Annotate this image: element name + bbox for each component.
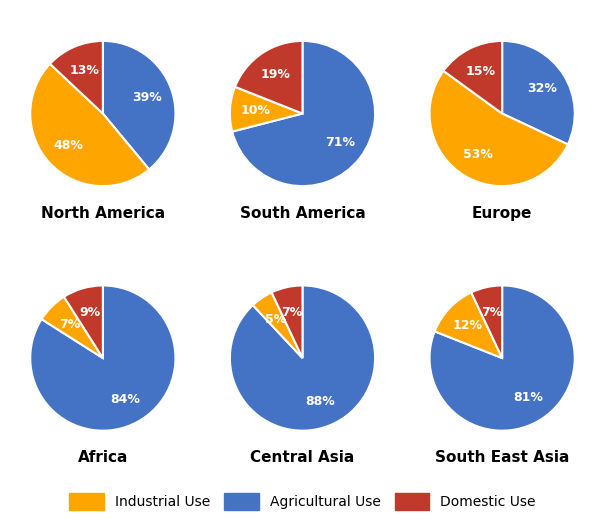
Wedge shape xyxy=(64,286,103,358)
Wedge shape xyxy=(502,41,575,145)
Text: 39%: 39% xyxy=(132,91,162,104)
Wedge shape xyxy=(471,286,502,358)
Text: 7%: 7% xyxy=(281,305,303,319)
Wedge shape xyxy=(30,286,175,431)
Text: 13%: 13% xyxy=(69,64,99,77)
Wedge shape xyxy=(103,41,175,169)
Text: 19%: 19% xyxy=(261,68,291,81)
Title: North America: North America xyxy=(41,206,165,221)
Wedge shape xyxy=(272,286,302,358)
Wedge shape xyxy=(30,64,149,186)
Title: South East Asia: South East Asia xyxy=(435,450,569,465)
Wedge shape xyxy=(42,297,103,358)
Text: 5%: 5% xyxy=(266,312,287,325)
Text: 9%: 9% xyxy=(79,306,100,319)
Legend: Industrial Use, Agricultural Use, Domestic Use: Industrial Use, Agricultural Use, Domest… xyxy=(62,486,543,517)
Text: 15%: 15% xyxy=(466,65,495,78)
Text: 84%: 84% xyxy=(111,393,140,406)
Title: Central Asia: Central Asia xyxy=(250,450,355,465)
Wedge shape xyxy=(235,41,302,114)
Text: 88%: 88% xyxy=(305,396,335,408)
Wedge shape xyxy=(430,71,568,186)
Text: 10%: 10% xyxy=(240,104,270,117)
Text: 48%: 48% xyxy=(53,139,83,152)
Text: 32%: 32% xyxy=(527,82,557,95)
Wedge shape xyxy=(253,292,302,358)
Text: 7%: 7% xyxy=(481,305,503,319)
Text: 81%: 81% xyxy=(514,390,544,403)
Text: 71%: 71% xyxy=(325,136,355,149)
Wedge shape xyxy=(232,41,375,186)
Wedge shape xyxy=(50,41,103,114)
Wedge shape xyxy=(430,286,575,431)
Title: South America: South America xyxy=(240,206,365,221)
Wedge shape xyxy=(434,292,502,358)
Wedge shape xyxy=(230,286,375,431)
Text: 12%: 12% xyxy=(453,319,483,332)
Text: 7%: 7% xyxy=(59,318,80,331)
Wedge shape xyxy=(443,41,502,114)
Wedge shape xyxy=(230,87,302,132)
Title: Africa: Africa xyxy=(77,450,128,465)
Title: Europe: Europe xyxy=(472,206,532,221)
Text: 53%: 53% xyxy=(463,148,493,161)
